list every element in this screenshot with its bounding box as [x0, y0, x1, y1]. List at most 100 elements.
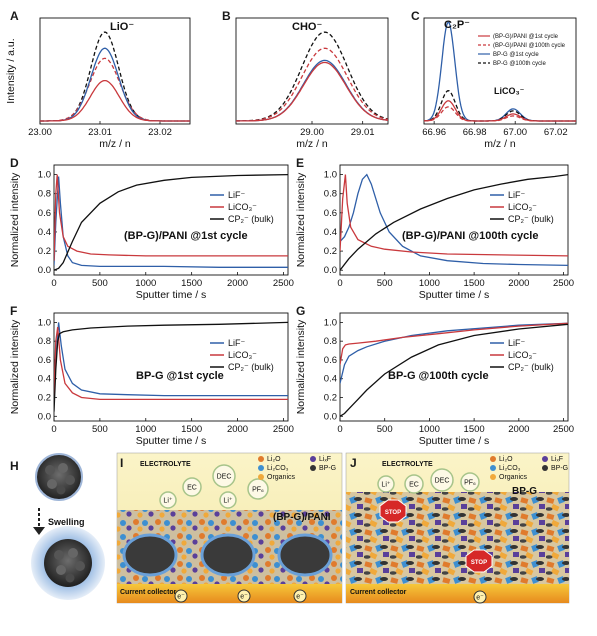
species-bubble [182, 477, 202, 497]
bubbles-i: Li⁺ EC DEC Li⁺ PF₆ [159, 464, 269, 509]
y-tick-label: 0.2 [324, 246, 337, 257]
x-tick-label: 1500 [181, 278, 202, 289]
x-axis-label: m/z / n [296, 138, 328, 150]
panel-f: F 0 500 1000 1500 2000 2500 0.0 0.2 0.4 0.6 0.8 1.0 S… [9, 304, 294, 447]
panel-letter-f: F [10, 304, 17, 318]
y-tick-label: 0.2 [324, 393, 337, 404]
y-tick-label: 0.2 [38, 393, 51, 404]
y-axis-label: Normalized intensity [9, 172, 21, 267]
material-label-i: (BP-G)/PANI [273, 512, 331, 523]
panel-annotation: (BP-G)/PANI @1st cycle [124, 230, 248, 242]
electron-label: e⁻ [177, 594, 185, 601]
y-tick-label: 0.4 [324, 227, 337, 238]
current-collector-i [117, 584, 342, 603]
x-tick-label: 23.00 [28, 127, 52, 138]
species-label: PF₆ [252, 487, 264, 494]
legend-entry: Organics [267, 474, 296, 481]
x-tick-label: 2500 [553, 424, 574, 435]
series-line-lif [54, 176, 288, 268]
species-label: Li⁺ [381, 481, 390, 489]
plot-frame [423, 17, 577, 125]
bpg-particles-i [122, 533, 333, 577]
species-bubble [247, 478, 269, 500]
x-tick-label: 1500 [181, 424, 202, 435]
panel-annotation: BP-G @100th cycle [388, 370, 489, 382]
legend-entry: CP₂⁻ (bulk) [508, 362, 554, 372]
legend-entry: LiCO₃⁻ [228, 202, 257, 212]
y-axis-label: Intensity / a.u. [5, 38, 17, 103]
x-tick-label: 0 [51, 424, 56, 435]
panel-g: G 0 500 1000 1500 2000 2500 0.0 0.2 0.4 0.6 0.8 1.0 S… [295, 304, 574, 447]
species-bubble [404, 474, 424, 494]
y-tick-label: 0.8 [324, 189, 337, 200]
x-tick-label: 1000 [419, 278, 440, 289]
series-line-cpbulk [54, 173, 288, 271]
x-tick-label: 67.02 [544, 127, 568, 138]
series-group [340, 322, 568, 417]
series-line-cpbulk [340, 323, 568, 417]
y-tick-label: 0.2 [38, 246, 51, 257]
x-axis-label: Sputter time / s [136, 435, 207, 447]
series-group [340, 173, 568, 271]
y-tick-label: 0.4 [38, 227, 51, 238]
electron-label: e⁻ [476, 595, 484, 602]
series-line-lico [54, 327, 288, 401]
x-axis-label: m/z / n [99, 138, 131, 150]
series-line-2 [424, 100, 576, 122]
legend-entry: CP₂⁻ (bulk) [508, 214, 554, 224]
collector-label-j: Current collector [350, 589, 407, 596]
peak-annotation: LiO⁻ [110, 21, 134, 33]
legend-entry: LiF⁻ [508, 338, 526, 348]
panel-c: C 66.96 66.98 67.00 67.02 m/z / n C₂P⁻ LiCO₃⁻ (B… [411, 9, 577, 150]
panel-i: I ELECTROLYTE (BP-G)/PANI Current collec… [116, 452, 343, 604]
x-tick-label: 29.00 [300, 127, 324, 138]
legend-swatch [258, 465, 264, 471]
legend-entry: (BP-G)/PANI @1st cycle [493, 34, 559, 40]
panel-letter-g: G [296, 304, 305, 318]
y-tick-label: 0.8 [324, 336, 337, 347]
y-axis-label: Normalized intensity [295, 172, 307, 267]
panel-letter-a: A [10, 9, 19, 23]
electron-symbol [473, 590, 487, 604]
legend-entry: BP-G @1st cycle [493, 52, 539, 58]
plot-frame [53, 164, 289, 276]
legend-entry: BP-G @100th cycle [493, 61, 546, 67]
legend-entry: Li₂CO₃ [267, 465, 289, 472]
x-tick-label: 23.01 [88, 127, 112, 138]
x-tick-label: 23.02 [148, 127, 172, 138]
peak-annotation: C₂P⁻ [444, 19, 470, 31]
x-tick-label: 1000 [135, 278, 156, 289]
y-axis-label: Normalized intensity [9, 319, 21, 414]
series-group [236, 31, 388, 122]
panel-h: H Swelling [10, 453, 105, 600]
legend-swatch [258, 474, 264, 480]
panel-letter-j: J [350, 456, 357, 470]
panel-d: D 0 500 1000 1500 2000 2500 0.0 0.2 0.4 0.6 0.8 1.0 S… [9, 156, 294, 301]
x-tick-label: 500 [92, 278, 108, 289]
series-line-2 [40, 47, 190, 122]
electron-symbol [293, 589, 307, 603]
x-tick-label: 1000 [419, 424, 440, 435]
x-tick-label: 2500 [273, 278, 294, 289]
x-tick-label: 1500 [464, 278, 485, 289]
species-bubble [377, 475, 395, 493]
y-tick-label: 1.0 [324, 317, 337, 328]
legend-swatch [490, 465, 496, 471]
panel-e: E 0 500 1000 1500 2000 2500 0.0 0.2 0.4 0.6 0.8 1.0 S… [295, 156, 574, 301]
legend-swatch [542, 465, 548, 471]
y-axis-label: Normalized intensity [295, 319, 307, 414]
y-tick-label: 0.6 [324, 208, 337, 219]
plot-frame [53, 312, 289, 422]
plot-frame [339, 164, 569, 276]
x-axis-label: Sputter time / s [419, 289, 490, 301]
legend-swatch [310, 456, 316, 462]
bubbles-j: Li⁺ EC DEC PF₆ [377, 468, 480, 494]
y-tick-label: 1.0 [38, 170, 51, 181]
x-tick-label: 1000 [135, 424, 156, 435]
legend-entry: Li₂O [267, 456, 281, 463]
y-tick-label: 0.6 [38, 355, 51, 366]
x-tick-label: 2000 [227, 278, 248, 289]
legend-swatch [490, 474, 496, 480]
plot-frame [39, 17, 191, 125]
legend-entry: (BP-G)/PANI @100th cycle [493, 43, 566, 49]
